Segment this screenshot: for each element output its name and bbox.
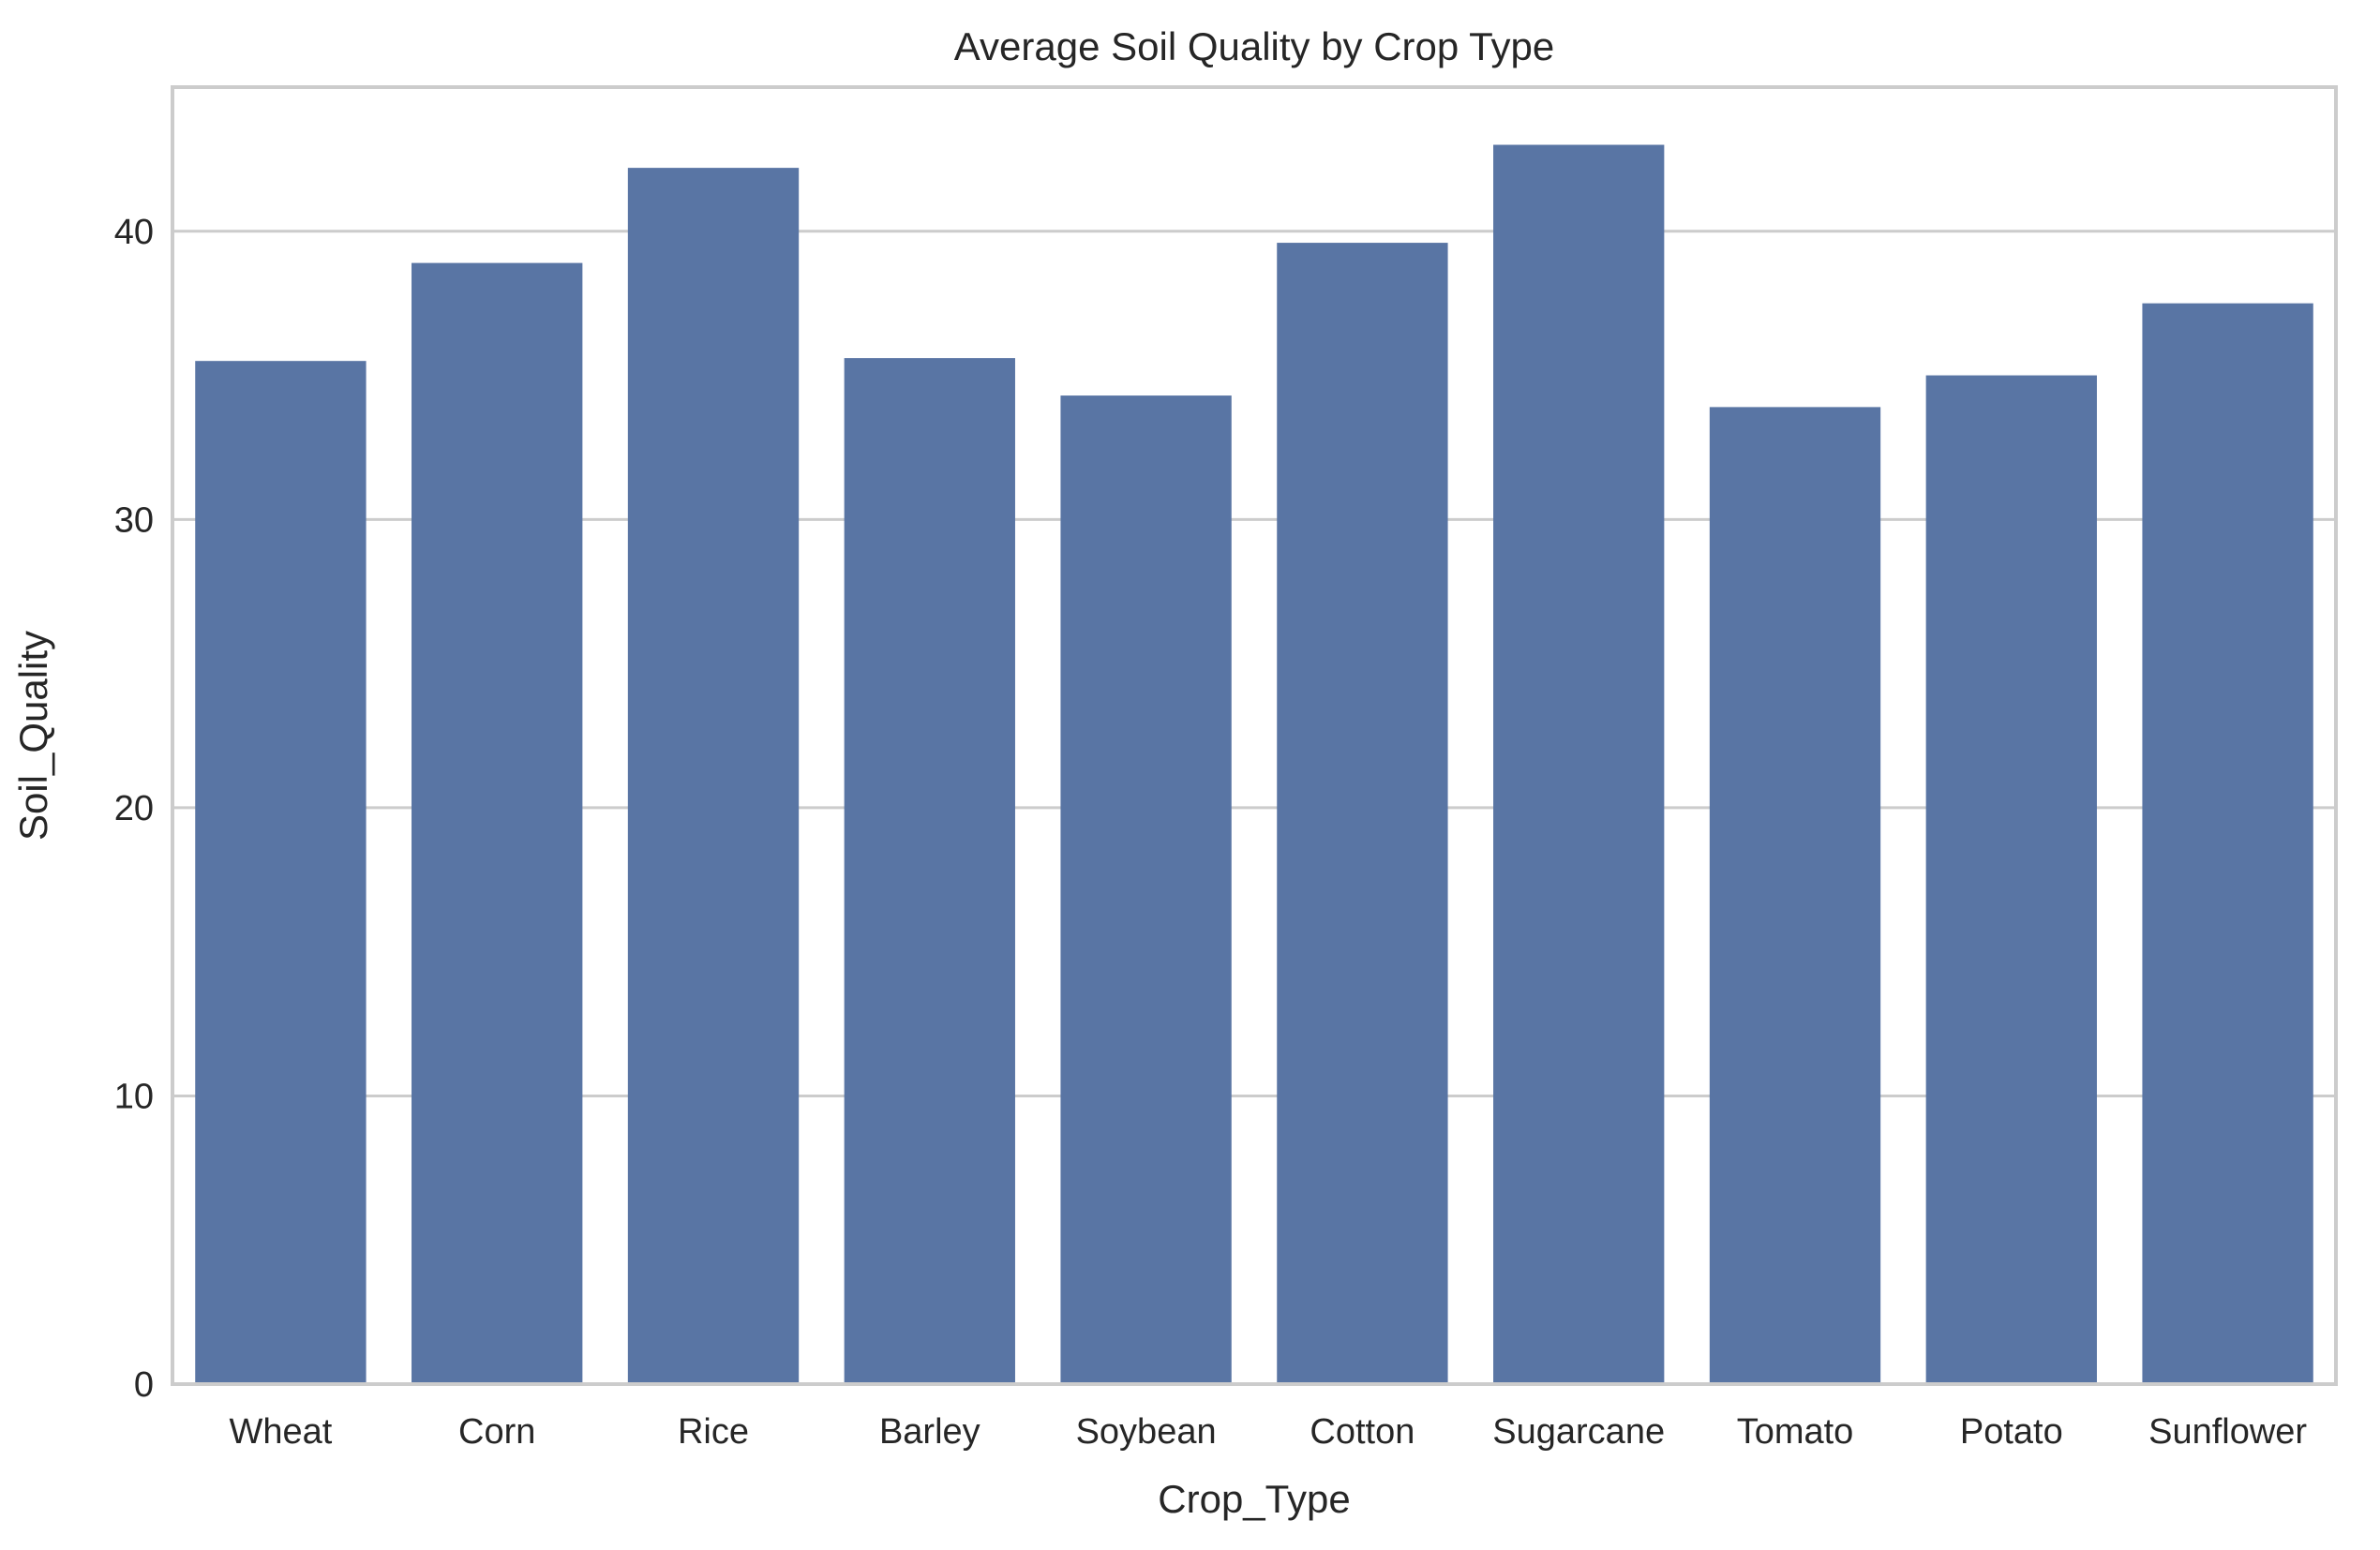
x-tick-label-cotton: Cotton [1310,1412,1415,1452]
bar-soybean [1060,395,1232,1384]
bars [195,144,2313,1385]
bar-corn [412,262,583,1384]
x-tick-label-sugarcane: Sugarcane [1492,1412,1665,1452]
chart-title: Average Soil Quality by Crop Type [954,24,1554,68]
y-axis-title: Soil_Quality [11,631,55,841]
y-tick-label: 20 [114,789,154,828]
bar-barley [844,358,1015,1384]
bar-wheat [195,361,367,1385]
x-tick-label-sunflower: Sunflower [2148,1412,2307,1452]
bar-potato [1925,375,2097,1384]
x-tick-label-tomato: Tomato [1737,1412,1854,1452]
x-tick-label-potato: Potato [1960,1412,2063,1452]
bar-sugarcane [1493,144,1665,1384]
x-tick-labels: Wheat Corn Rice Barley Soybean Cotton Sugarcan… [229,1412,2307,1452]
bar-sunflower [2142,303,2313,1385]
bar-rice [627,168,800,1384]
y-tick-label: 30 [114,500,154,540]
x-tick-label-wheat: Wheat [229,1412,332,1452]
x-tick-label-soybean: Soybean [1076,1412,1217,1452]
x-tick-label-corn: Corn [458,1412,535,1452]
x-tick-label-rice: Rice [678,1412,749,1452]
y-tick-label: 0 [134,1365,154,1405]
y-tick-labels: 0 10 20 30 40 [114,213,154,1405]
x-tick-label-barley: Barley [879,1412,980,1452]
y-tick-label: 40 [114,213,154,252]
y-tick-label: 10 [114,1077,154,1116]
bar-tomato [1709,407,1881,1384]
bar-cotton [1277,243,1448,1385]
x-axis-title: Crop_Type [1158,1477,1350,1521]
plot-frame [171,85,2338,1386]
